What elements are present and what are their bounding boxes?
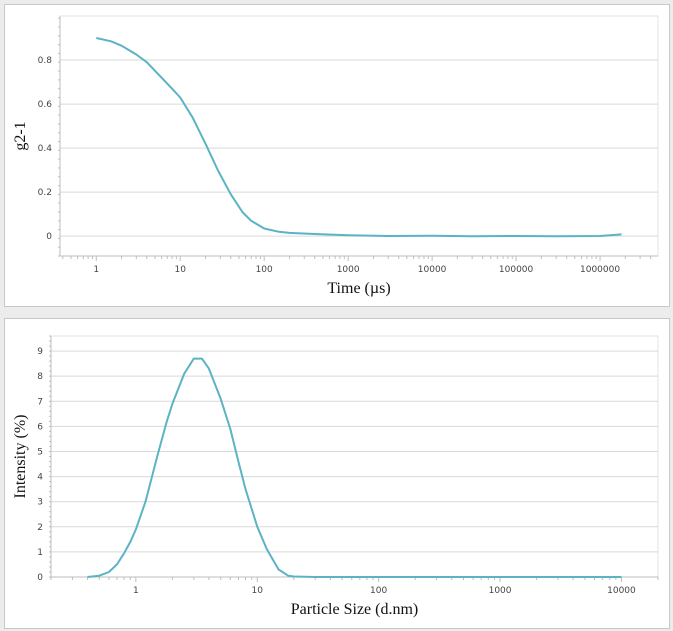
y-tick-label: 7 (37, 397, 43, 407)
y-tick-label: 0 (37, 573, 43, 583)
y-tick-label: 0.8 (38, 56, 53, 66)
y-tick-label: 4 (37, 473, 43, 483)
y-tick-label: 8 (37, 372, 43, 382)
y-tick-label: 1 (37, 548, 43, 558)
y-tick-label: 6 (37, 422, 43, 432)
size-distribution-chart-panel: 0 1 2 3 4 5 6 7 8 9 1 10 100 1000 10000 Particle Size (… (4, 318, 670, 629)
y-tick-label: 0.4 (38, 144, 53, 154)
correlation-chart: 0 0.2 0.4 0.6 0.8 1 10 100 1000 10000 100000 100000… (12, 15, 659, 297)
x-tick-label: 1000 (337, 265, 360, 275)
x-tick-label: 10000 (607, 586, 636, 596)
x-tick-label: 100 (256, 265, 273, 275)
y-tick-label: 0.6 (38, 100, 53, 110)
y-tick-label: 0 (46, 232, 52, 242)
x-tick-label: 1 (93, 265, 99, 275)
y-tick-label: 3 (37, 498, 43, 508)
x-tick-label: 10 (252, 586, 264, 596)
correlation-chart-panel: 0 0.2 0.4 0.6 0.8 1 10 100 1000 10000 100000 100000… (4, 4, 670, 307)
x-tick-label: 1000 (489, 586, 512, 596)
y-axis-label: g2-1 (12, 121, 29, 150)
x-tick-label: 1000000 (580, 265, 620, 275)
x-tick-label: 10000 (418, 265, 447, 275)
plot-area (50, 335, 659, 578)
series-line (96, 37, 622, 238)
y-tick-label: 9 (37, 347, 43, 357)
y-tick-label: 5 (37, 447, 43, 457)
y-axis-label: Intensity (%) (12, 415, 29, 499)
x-tick-label: 100 (370, 586, 387, 596)
x-axis-label: Particle Size (d.nm) (291, 601, 419, 618)
x-tick-label: 100000 (499, 265, 534, 275)
x-tick-label: 10 (174, 265, 186, 275)
series-line (87, 357, 622, 578)
x-axis-label: Time (µs) (327, 280, 390, 297)
y-tick-label: 2 (37, 523, 43, 533)
plot-area (59, 15, 659, 257)
y-tick-label: 0.2 (38, 188, 52, 198)
x-tick-label: 1 (133, 586, 139, 596)
size-distribution-chart: 0 1 2 3 4 5 6 7 8 9 1 10 100 1000 10000 Particle Size (… (12, 335, 659, 618)
